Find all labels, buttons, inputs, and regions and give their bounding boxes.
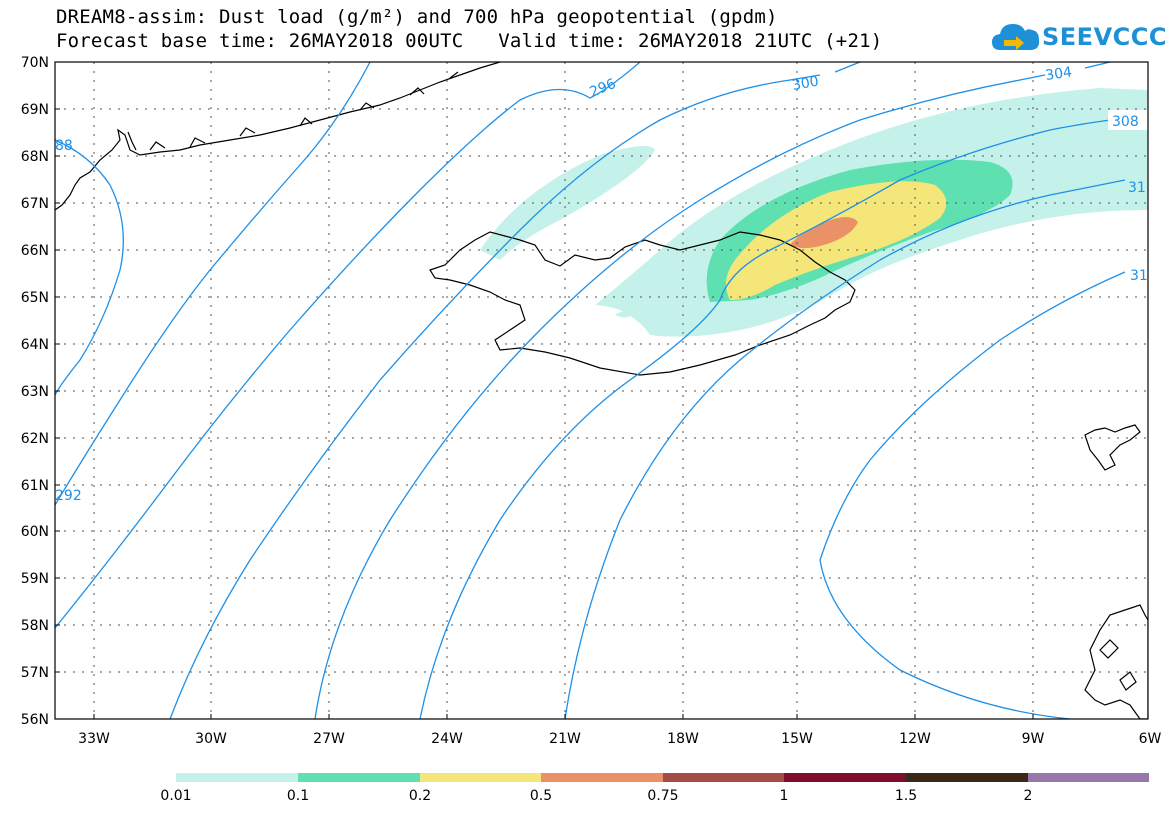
legend-swatch xyxy=(1028,773,1149,782)
contour-308 xyxy=(419,119,1111,719)
lon-label: 12W xyxy=(899,731,931,747)
legend-swatch xyxy=(420,773,541,782)
logo-text: SEEVCCC xyxy=(1042,23,1167,51)
lon-label: 30W xyxy=(195,731,227,747)
cloud-icon xyxy=(992,24,1040,50)
legend-label: 0.2 xyxy=(409,788,431,804)
lon-label: 9W xyxy=(1022,731,1045,747)
contour-label: 31 xyxy=(1130,268,1148,284)
axis-ticks xyxy=(55,61,1149,720)
contour-312 xyxy=(564,179,1126,719)
legend-label: 0.5 xyxy=(530,788,552,804)
dust-level-0.01 xyxy=(480,146,655,260)
lat-label: 57N xyxy=(21,665,49,681)
legend-label: 0.1 xyxy=(287,788,309,804)
dust-load-fill xyxy=(480,88,1148,337)
legend-swatch xyxy=(906,773,1028,782)
seevccc-logo: SEEVCCC xyxy=(990,18,1167,58)
legend-swatch xyxy=(176,773,298,782)
lat-label: 60N xyxy=(21,524,49,540)
dust-level-0.5 xyxy=(790,217,858,249)
contour-label: 300 xyxy=(791,74,820,94)
contour-292 xyxy=(55,62,371,506)
lat-label: 64N xyxy=(21,337,49,353)
legend-label: 1.5 xyxy=(895,788,917,804)
contour-label: 88 xyxy=(55,138,73,154)
contour-label: 31 xyxy=(1128,180,1146,196)
dust-level-0.2 xyxy=(726,181,947,300)
color-legend: 0.01 0.1 0.2 0.5 0.75 1 1.5 2 xyxy=(160,773,1149,804)
contour-304 xyxy=(1084,62,1111,69)
contour-labels: 88 292 296 300 304 308 31 31 xyxy=(55,64,1148,504)
map-title: DREAM8-assim: Dust load (g/m²) and 700 h… xyxy=(56,6,778,28)
legend-label: 0.75 xyxy=(647,788,678,804)
lat-label: 61N xyxy=(21,478,49,494)
lat-label: 58N xyxy=(21,618,49,634)
lon-label: 24W xyxy=(431,731,463,747)
lat-label: 66N xyxy=(21,243,49,259)
contour-label: 304 xyxy=(1044,64,1073,84)
map-subtitle: Forecast base time: 26MAY2018 00UTC Vali… xyxy=(56,30,883,52)
lon-label: 33W xyxy=(78,731,110,747)
legend-label: 2 xyxy=(1024,788,1033,804)
lon-label: 27W xyxy=(313,731,345,747)
lon-label: 21W xyxy=(549,731,581,747)
contour-label: 308 xyxy=(1112,114,1139,130)
geopotential-contours xyxy=(55,62,1126,719)
graticule xyxy=(55,62,1148,719)
lat-label: 65N xyxy=(21,290,49,306)
latitude-labels: 70N 69N 68N 67N 66N 65N 64N 63N 62N 61N … xyxy=(21,55,49,728)
contour-300 xyxy=(169,74,821,719)
lat-label: 63N xyxy=(21,384,49,400)
contour-296 xyxy=(55,62,641,629)
scotland-islands xyxy=(1099,639,1137,691)
contour-300 xyxy=(834,62,861,73)
contour-316 xyxy=(819,559,1071,719)
lat-label: 59N xyxy=(21,571,49,587)
greenland-coast xyxy=(127,71,459,151)
coastlines xyxy=(55,62,1148,719)
lat-label: 67N xyxy=(21,196,49,212)
legend-swatch xyxy=(298,773,420,782)
lat-label: 68N xyxy=(21,149,49,165)
scotland-coast xyxy=(1084,604,1148,719)
contour-304 xyxy=(314,74,1046,719)
iceland-coast xyxy=(429,231,856,376)
dust-level-0.01 xyxy=(615,311,632,318)
contour-label: 292 xyxy=(55,488,82,504)
legend-swatch xyxy=(663,773,784,782)
lon-label: 18W xyxy=(667,731,699,747)
legend-swatch xyxy=(784,773,906,782)
legend-label: 1 xyxy=(780,788,789,804)
lon-label: 6W xyxy=(1139,731,1162,747)
lat-label: 56N xyxy=(21,712,49,728)
contour-label: 296 xyxy=(588,76,619,101)
legend-label: 0.01 xyxy=(160,788,191,804)
legend-swatch xyxy=(541,773,663,782)
lat-label: 62N xyxy=(21,431,49,447)
contour-316 xyxy=(819,271,1126,561)
lat-label: 69N xyxy=(21,102,49,118)
greenland-coast xyxy=(55,62,501,211)
longitude-labels: 33W 30W 27W 24W 21W 18W 15W 12W 9W 6W xyxy=(78,731,1161,747)
faroe-coast xyxy=(1084,424,1141,471)
lat-label: 70N xyxy=(21,55,49,71)
contour-288 xyxy=(55,139,124,396)
lon-label: 15W xyxy=(781,731,813,747)
